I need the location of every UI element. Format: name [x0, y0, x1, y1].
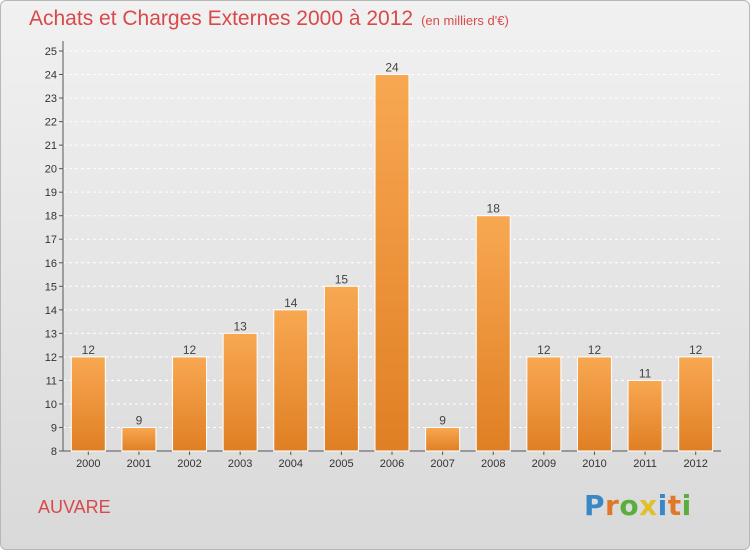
logo-letter: i	[681, 489, 692, 522]
x-tick-label: 2006	[380, 458, 404, 470]
data-label-2000: 12	[82, 343, 96, 357]
y-tick-label: 21	[45, 140, 57, 152]
y-tick-label: 23	[45, 93, 57, 105]
data-label-2004: 14	[284, 296, 298, 310]
data-label-2007: 9	[439, 413, 446, 427]
bar-2007	[425, 426, 461, 452]
x-tick-label: 2012	[683, 458, 707, 470]
y-tick-label: 9	[51, 422, 57, 434]
y-tick-label: 17	[45, 234, 57, 246]
bar-2009	[526, 356, 562, 452]
y-tick-label: 22	[45, 117, 57, 129]
bar-2003	[222, 332, 258, 452]
bars	[70, 74, 714, 452]
y-tick-label: 12	[45, 352, 57, 364]
data-label-2011: 11	[639, 366, 652, 380]
data-label-2012: 12	[689, 343, 703, 357]
y-tick-label: 20	[45, 164, 57, 176]
data-label-2010: 12	[588, 343, 602, 357]
x-tick-label: 2008	[481, 458, 505, 470]
y-tick-label: 18	[45, 211, 57, 223]
bar-2010	[576, 356, 612, 452]
logo-letter: o	[619, 489, 640, 522]
bar-2008	[475, 215, 511, 452]
data-label-2002: 12	[183, 343, 197, 357]
bar-2005	[323, 285, 359, 452]
bar-2012	[678, 356, 714, 452]
data-label-2001: 9	[136, 413, 143, 427]
data-label-2009: 12	[537, 343, 551, 357]
x-tick-label: 2003	[228, 458, 252, 470]
data-label-2006: 24	[385, 61, 399, 75]
bar-2001	[121, 426, 157, 452]
bar-2004	[273, 309, 309, 452]
y-tick-label: 24	[45, 70, 57, 82]
logo-letter: r	[605, 489, 620, 522]
y-tick-label: 19	[45, 187, 57, 199]
y-tick-label: 8	[51, 446, 57, 458]
x-tick-label: 2011	[633, 458, 657, 470]
logo-letter: i	[657, 489, 668, 522]
data-label-2003: 13	[233, 319, 247, 333]
x-tick-label: 2005	[329, 458, 353, 470]
logo-letter: P	[584, 489, 606, 522]
y-tick-label: 13	[45, 328, 57, 340]
y-tick-label: 16	[45, 258, 57, 270]
y-tick-label: 11	[46, 375, 57, 387]
title-text: Achats et Charges Externes 2000 à 2012	[29, 7, 414, 30]
location-label: AUVARE	[38, 497, 111, 517]
x-tick-label: 2001	[127, 458, 151, 470]
logo-letter: t	[667, 489, 682, 522]
x-tick-label: 2004	[279, 458, 303, 470]
chart-title: Achats et Charges Externes 2000 à 2012 (e…	[29, 7, 509, 31]
title-unit: (en milliers d'€)	[421, 13, 509, 28]
bar-2000	[70, 356, 106, 452]
x-tick-label: 2002	[177, 458, 201, 470]
y-tick-label: 25	[45, 46, 57, 58]
x-tick-label: 2010	[582, 458, 606, 470]
x-tick-label: 2009	[532, 458, 556, 470]
data-labels: 12 9 12 13 14 15 24 9 18 12 12 11 12	[82, 61, 703, 428]
bar-2002	[172, 356, 208, 452]
data-label-2008: 18	[487, 202, 501, 216]
y-tick-label: 14	[45, 305, 57, 317]
data-label-2005: 15	[335, 272, 349, 286]
bar-2006	[374, 74, 410, 452]
y-tick-label: 15	[45, 281, 57, 293]
proxiti-logo[interactable]: Proxiti	[584, 489, 692, 522]
bar-2011	[627, 379, 663, 452]
x-tick-label: 2007	[430, 458, 454, 470]
logo-letter: x	[639, 489, 658, 522]
y-tick-label: 10	[45, 399, 57, 411]
x-tick-label: 2000	[76, 458, 100, 470]
